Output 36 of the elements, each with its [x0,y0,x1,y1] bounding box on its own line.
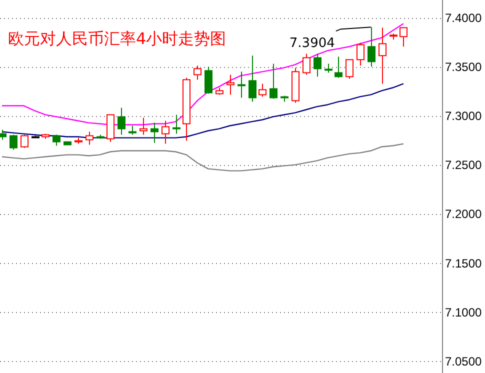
y-tick-label: 7.3500 [445,60,482,74]
candlestick [226,74,234,96]
candlestick [400,27,408,48]
candlestick [0,129,6,140]
y-tick-label: 7.1000 [445,305,482,320]
candlestick [10,134,18,150]
candlestick [334,56,342,78]
candlestick [324,63,332,74]
candlestick [258,83,266,98]
annotation: 7.3904 [289,36,335,52]
y-tick-label: 7.4000 [445,10,482,25]
candlestick [194,65,202,80]
candlestick [356,42,364,66]
candlestick [248,55,256,102]
candlestick [150,122,158,144]
candlestick [314,53,322,78]
candlestick [378,27,386,84]
candlestick [172,114,180,134]
candlestick [270,63,278,100]
y-tick-label: 7.2000 [445,207,482,222]
candlestick [20,134,28,148]
y-tick-label: 7.3000 [445,109,482,124]
y-tick-label: 7.0500 [445,354,482,368]
y-tick-label: 7.2500 [445,158,482,172]
candlestick [302,53,310,76]
candlestick [52,134,60,146]
candlestick [238,71,246,98]
candlestick [162,120,170,144]
candlestick [86,131,94,146]
candlestick [204,66,212,94]
text: 欧元对人民币汇率4小时走势图 [8,29,226,48]
candlestick [128,125,136,136]
y-tick-label: 7.1500 [445,256,482,270]
candlestick [118,107,126,136]
candlestick [346,59,354,80]
candlestick [368,26,376,68]
